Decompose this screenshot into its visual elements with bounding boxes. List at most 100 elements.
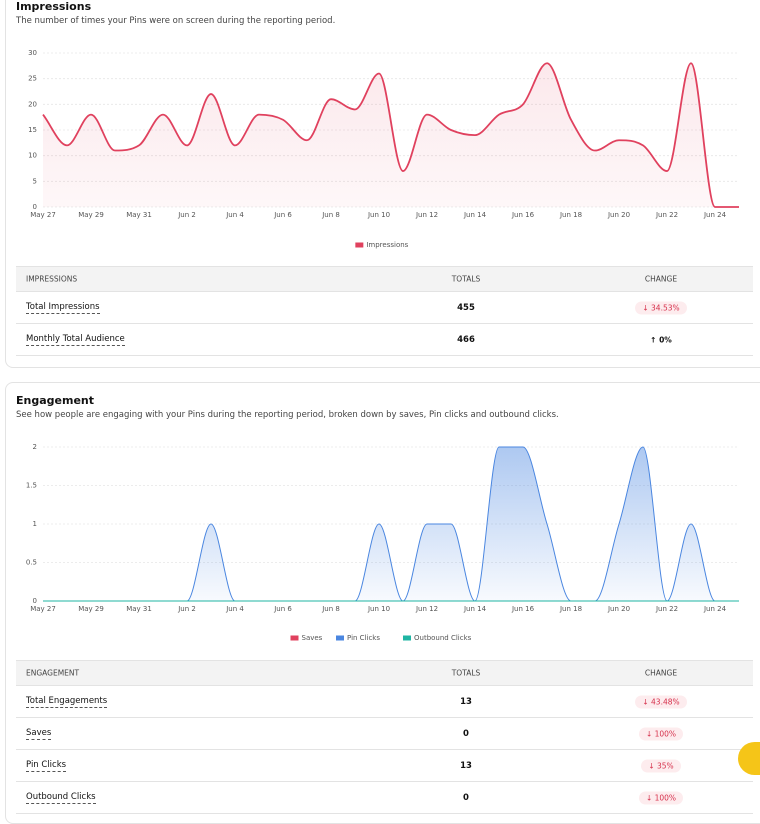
legend-swatch	[336, 635, 344, 641]
x-tick-label: May 29	[78, 211, 104, 219]
area	[43, 447, 739, 601]
legend-label: Saves	[302, 634, 323, 642]
table-row: Monthly Total Audience 466 ↑ 0%	[16, 324, 753, 356]
x-tick-label: Jun 24	[703, 211, 727, 219]
row-label: Saves	[26, 727, 52, 740]
x-tick-label: May 27	[30, 605, 56, 613]
y-tick-label: 1.5	[26, 482, 37, 490]
table: IMPRESSIONS TOTALS CHANGE Total Impressions…	[16, 266, 753, 356]
table-row: Pin Clicks 13 ↓ 35%	[16, 750, 753, 782]
section-subtitle: The number of times your Pins were on sc…	[16, 16, 336, 26]
table-row: Total Engagements 13 ↓ 43.48%	[16, 686, 753, 718]
table-header: IMPRESSIONS TOTALS CHANGE	[16, 266, 753, 292]
row-total: 0	[463, 792, 469, 803]
change-badge: ↓ 34.53%	[635, 301, 687, 314]
x-tick-label: Jun 2	[177, 211, 196, 219]
x-tick-label: May 31	[126, 211, 152, 219]
x-tick-label: Jun 16	[511, 605, 535, 613]
y-tick-label: 1	[33, 520, 37, 528]
y-tick-label: 0	[33, 203, 37, 211]
x-tick-label: Jun 18	[559, 211, 582, 219]
change-cell: ↑ 0%	[606, 333, 716, 346]
x-tick-label: Jun 22	[655, 211, 678, 219]
legend-swatch	[355, 242, 364, 248]
change-cell: ↓ 100%	[606, 727, 716, 740]
legend-label: Pin Clicks	[347, 634, 380, 642]
column-header: CHANGE	[644, 668, 678, 678]
column-header: TOTALS	[451, 668, 481, 678]
line	[42, 62, 739, 208]
x-tick-label: Jun 8	[321, 211, 340, 219]
row-label: Outbound Clicks	[26, 791, 96, 804]
row-label: Total Impressions	[26, 301, 100, 314]
section-title: Impressions	[16, 0, 92, 13]
y-tick-label: 15	[28, 126, 37, 134]
row-total: 455	[457, 302, 475, 313]
row-label: Total Engagements	[26, 695, 108, 708]
y-tick-label: 20	[28, 100, 37, 108]
y-tick-label: 2	[33, 443, 37, 451]
impressions-card	[5, 0, 760, 368]
x-tick-label: Jun 2	[177, 605, 196, 613]
change-badge: ↑ 0%	[650, 335, 672, 344]
x-tick-label: Jun 8	[321, 605, 340, 613]
change-badge: ↓ 100%	[638, 791, 684, 804]
x-tick-label: Jun 12	[415, 605, 438, 613]
change-badge: ↓ 35%	[641, 759, 681, 772]
change-badge: ↓ 43.48%	[635, 695, 687, 708]
row-total: 13	[460, 696, 472, 707]
x-tick-label: May 29	[78, 605, 104, 613]
x-tick-label: Jun 14	[463, 605, 487, 613]
x-tick-label: Jun 18	[559, 605, 582, 613]
x-tick-label: Jun 14	[463, 211, 487, 219]
legend-swatch	[290, 635, 299, 641]
column-header: IMPRESSIONS	[26, 274, 78, 284]
x-tick-label: Jun 10	[367, 211, 390, 219]
x-tick-label: Jun 4	[225, 605, 244, 613]
legend-label: Outbound Clicks	[414, 634, 472, 642]
change-cell: ↓ 34.53%	[606, 301, 716, 314]
y-tick-label: 10	[28, 152, 37, 160]
y-tick-label: 30	[28, 49, 37, 57]
x-tick-label: Jun 4	[225, 211, 244, 219]
x-tick-label: Jun 20	[607, 605, 630, 613]
x-tick-label: Jun 22	[655, 605, 678, 613]
y-tick-label: 5	[33, 177, 37, 185]
row-total: 466	[457, 334, 475, 345]
section-title: Engagement	[16, 394, 94, 407]
change-badge: ↓ 100%	[638, 727, 684, 740]
change-cell: ↓ 43.48%	[606, 695, 716, 708]
change-cell: ↓ 100%	[606, 791, 716, 804]
x-tick-label: Jun 16	[511, 211, 535, 219]
legend-label: Impressions	[366, 241, 408, 249]
row-label: Monthly Total Audience	[26, 333, 125, 346]
column-header: ENGAGEMENT	[26, 668, 80, 678]
change-cell: ↓ 35%	[606, 759, 716, 772]
table-header: ENGAGEMENT TOTALS CHANGE	[16, 660, 753, 686]
y-tick-label: 0.5	[26, 559, 37, 567]
x-tick-label: Jun 24	[703, 605, 727, 613]
section-subtitle: See how people are engaging with your Pi…	[16, 410, 559, 420]
chat-button[interactable]	[738, 742, 760, 775]
x-tick-label: Jun 20	[607, 211, 630, 219]
x-tick-label: May 31	[126, 605, 152, 613]
table: ENGAGEMENT TOTALS CHANGE Total Engagements 1…	[16, 660, 753, 814]
y-tick-label: 0	[33, 597, 37, 605]
row-label: Pin Clicks	[26, 759, 67, 772]
table-row: Total Impressions 455 ↓ 34.53%	[16, 292, 753, 324]
legend-swatch	[403, 635, 411, 641]
column-header: TOTALS	[451, 274, 481, 284]
x-tick-label: Jun 12	[415, 211, 438, 219]
table-row: Outbound Clicks 0 ↓ 100%	[16, 782, 753, 814]
x-tick-label: May 27	[30, 211, 56, 219]
column-header: CHANGE	[644, 274, 678, 284]
area	[43, 63, 739, 207]
x-tick-label: Jun 10	[367, 605, 390, 613]
y-tick-label: 25	[28, 75, 37, 83]
table-row: Saves 0 ↓ 100%	[16, 718, 753, 750]
row-total: 0	[463, 728, 469, 739]
row-total: 13	[460, 760, 472, 771]
x-tick-label: Jun 6	[273, 605, 292, 613]
